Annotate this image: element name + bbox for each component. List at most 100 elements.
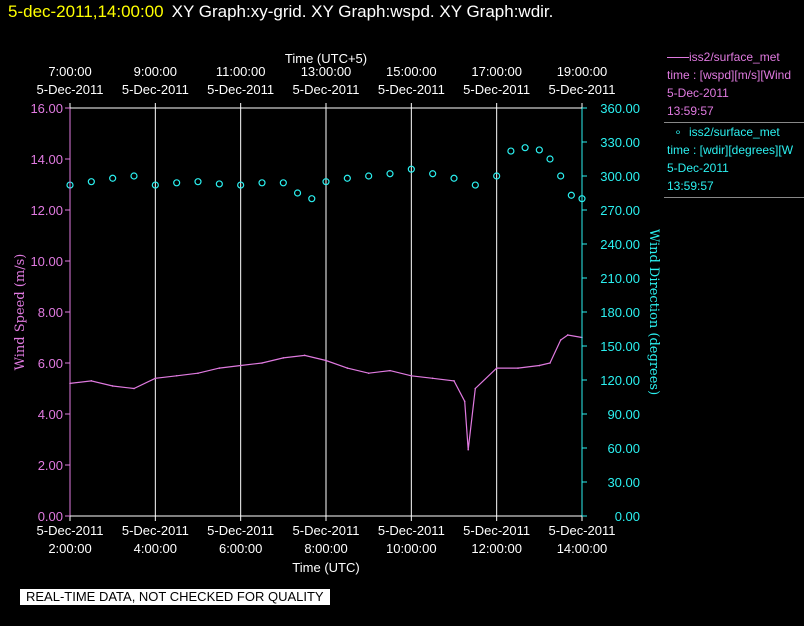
x-tick-label-time: 6:00:00 <box>219 541 262 556</box>
data-point-wdir <box>521 144 529 152</box>
y-left-tick-label: 16.00 <box>30 101 63 116</box>
data-point-wspd <box>538 364 541 367</box>
top-tick-label-date: 5-Dec-2011 <box>549 82 616 97</box>
x-tick-label-time: 2:00:00 <box>48 541 91 556</box>
title-date: 5-dec-2011,14:00:00 <box>8 2 164 21</box>
data-point-wspd <box>218 367 221 369</box>
legend-wspd-date: 5-Dec-2011 <box>667 86 729 100</box>
data-point-wdir <box>322 178 330 186</box>
top-tick-label-date: 5-Dec-2011 <box>207 82 274 97</box>
x-tick-label-date: 5-Dec-2011 <box>122 523 189 538</box>
data-point-wdir <box>237 181 245 189</box>
y-right-tick-label: 150.00 <box>600 339 640 354</box>
data-point-wspd <box>467 448 470 451</box>
data-point-wdir <box>151 181 159 189</box>
data-point-wdir <box>386 170 394 178</box>
y-left-tick-label: 4.00 <box>38 407 63 422</box>
data-point-wdir <box>450 174 458 182</box>
top-tick-label-time: 13:00:00 <box>301 64 352 79</box>
data-point-wspd <box>517 367 519 369</box>
legend-wdir-time: 13:59:57 <box>667 179 714 193</box>
x-tick-label-date: 5-Dec-2011 <box>463 523 530 538</box>
y-right-tick-label: 330.00 <box>600 135 640 150</box>
top-tick-label-time: 19:00:00 <box>557 64 608 79</box>
data-point-wdir <box>173 179 181 187</box>
y-left-tick-label: 0.00 <box>38 509 63 524</box>
data-point-wspd <box>566 334 569 336</box>
y-left-tick-label: 14.00 <box>30 152 63 167</box>
data-point-wdir <box>557 172 565 180</box>
data-point-wspd <box>549 362 551 364</box>
y-left-axis-label: Wind Speed (m/s) <box>13 254 28 371</box>
top-tick-label-time: 7:00:00 <box>48 64 91 79</box>
data-point-wdir <box>546 155 554 163</box>
y-right-tick-label: 0.00 <box>615 509 640 524</box>
data-point-wdir <box>215 180 223 188</box>
data-point-wspd <box>197 372 199 375</box>
data-point-wdir <box>365 172 373 180</box>
x-tick-label-time: 4:00:00 <box>134 541 177 556</box>
x-tick-label-time: 14:00:00 <box>557 541 608 556</box>
y-right-axis-label: Wind Direction (degrees) <box>646 229 661 395</box>
data-point-wspd <box>367 372 370 375</box>
x-tick-label-date: 5-Dec-2011 <box>378 523 445 538</box>
top-tick-label-date: 5-Dec-2011 <box>37 82 104 97</box>
data-point-wdir <box>279 179 287 187</box>
data-point-wspd <box>261 362 263 364</box>
title-bar: 5-dec-2011,14:00:00 XY Graph:xy-grid. XY … <box>8 2 553 22</box>
data-point-wspd <box>431 377 434 380</box>
y-right-tick-label: 240.00 <box>600 237 640 252</box>
data-point-wspd <box>133 387 135 390</box>
x-tick-label-date: 5-Dec-2011 <box>549 523 616 538</box>
data-point-wspd <box>175 374 178 377</box>
y-right-tick-label: 300.00 <box>600 169 640 184</box>
data-point-wdir <box>109 174 117 182</box>
y-left-tick-label: 12.00 <box>30 203 63 218</box>
top-tick-label-date: 5-Dec-2011 <box>463 82 530 97</box>
top-tick-label-time: 11:00:00 <box>216 64 266 79</box>
top-tick-label-date: 5-Dec-2011 <box>378 82 445 97</box>
legend-wdir-name: ∘ iss2/surface_met <box>667 123 804 141</box>
y-right-tick-label: 90.00 <box>607 407 640 422</box>
x-tick-label-date: 5-Dec-2011 <box>207 523 274 538</box>
data-point-wdir <box>343 174 351 182</box>
data-point-wdir <box>87 178 95 186</box>
data-point-wdir <box>194 178 202 186</box>
data-point-wdir <box>293 189 302 197</box>
circle-marker-icon: ∘ <box>674 125 682 139</box>
data-point-wdir <box>308 195 316 203</box>
data-point-wspd <box>239 364 242 367</box>
data-point-wdir <box>507 147 515 155</box>
data-point-wspd <box>410 374 413 377</box>
legend-wdir-date: 5-Dec-2011 <box>667 161 729 175</box>
data-point-wspd <box>346 367 349 369</box>
y-right-tick-label: 210.00 <box>600 271 640 286</box>
legend-entry-wspd: iss2/surface_met time : [wspd][m/s][Wind… <box>664 48 804 123</box>
data-point-wspd <box>474 387 477 390</box>
y-right-tick-label: 180.00 <box>600 305 640 320</box>
y-right-tick-label: 360.00 <box>600 101 640 116</box>
legend-entry-wdir: ∘ iss2/surface_met time : [wdir][degrees]… <box>664 123 804 198</box>
data-point-wspd <box>325 359 327 362</box>
data-point-wspd <box>303 354 306 357</box>
data-point-wspd <box>282 357 285 359</box>
legend-wspd-var: time : [wspd][m/s][Wind <box>667 68 792 82</box>
top-tick-label-date: 5-Dec-2011 <box>122 82 189 97</box>
data-point-wspd <box>559 339 562 341</box>
y-right-tick-label: 270.00 <box>600 203 640 218</box>
y-right-tick-label: 30.00 <box>607 475 640 490</box>
y-left-tick-label: 10.00 <box>30 254 63 269</box>
quality-disclaimer: REAL-TIME DATA, NOT CHECKED FOR QUALITY <box>20 589 330 605</box>
legend-wspd-time: 13:59:57 <box>667 104 714 118</box>
y-left-tick-label: 2.00 <box>38 458 63 473</box>
data-point-wspd <box>154 377 157 380</box>
y-right-tick-label: 120.00 <box>600 373 640 388</box>
legend-wdir-var: time : [wdir][degrees][W <box>667 143 794 157</box>
data-point-wspd <box>495 367 498 369</box>
x-tick-label-time: 12:00:00 <box>471 541 522 556</box>
data-point-wspd <box>389 369 391 372</box>
data-point-wdir <box>130 172 138 180</box>
data-point-wdir <box>258 179 266 187</box>
y-right-tick-label: 60.00 <box>607 441 640 456</box>
